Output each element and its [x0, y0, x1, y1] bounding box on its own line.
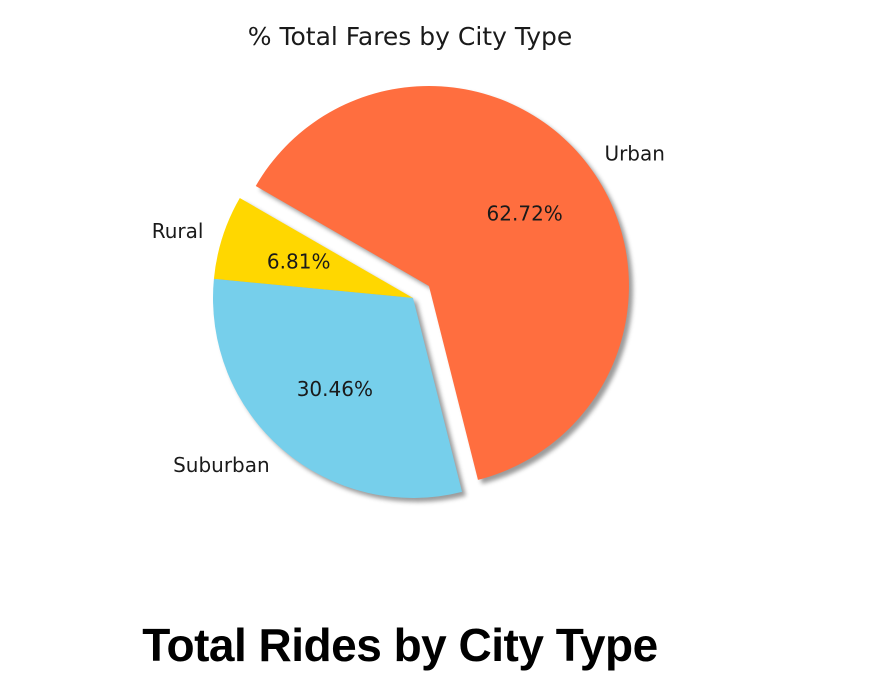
pie-labels: Rural 6.81% Suburban 30.46% Urban 62.72% [152, 141, 665, 477]
category-label-rural: Rural [152, 219, 204, 243]
pie-slices [213, 85, 629, 498]
percent-label-rural: 6.81% [267, 249, 331, 273]
category-label-urban: Urban [604, 141, 665, 165]
pie-slice-rural [213, 198, 413, 298]
pie-slice-suburban [213, 278, 463, 498]
percent-label-urban: 62.72% [487, 202, 563, 226]
section-heading: Total Rides by City Type [142, 619, 658, 671]
category-label-suburban: Suburban [173, 453, 270, 477]
chart-title: % Total Fares by City Type [248, 22, 573, 51]
pie-slice-urban [255, 85, 629, 480]
percent-label-suburban: 30.46% [297, 377, 373, 401]
